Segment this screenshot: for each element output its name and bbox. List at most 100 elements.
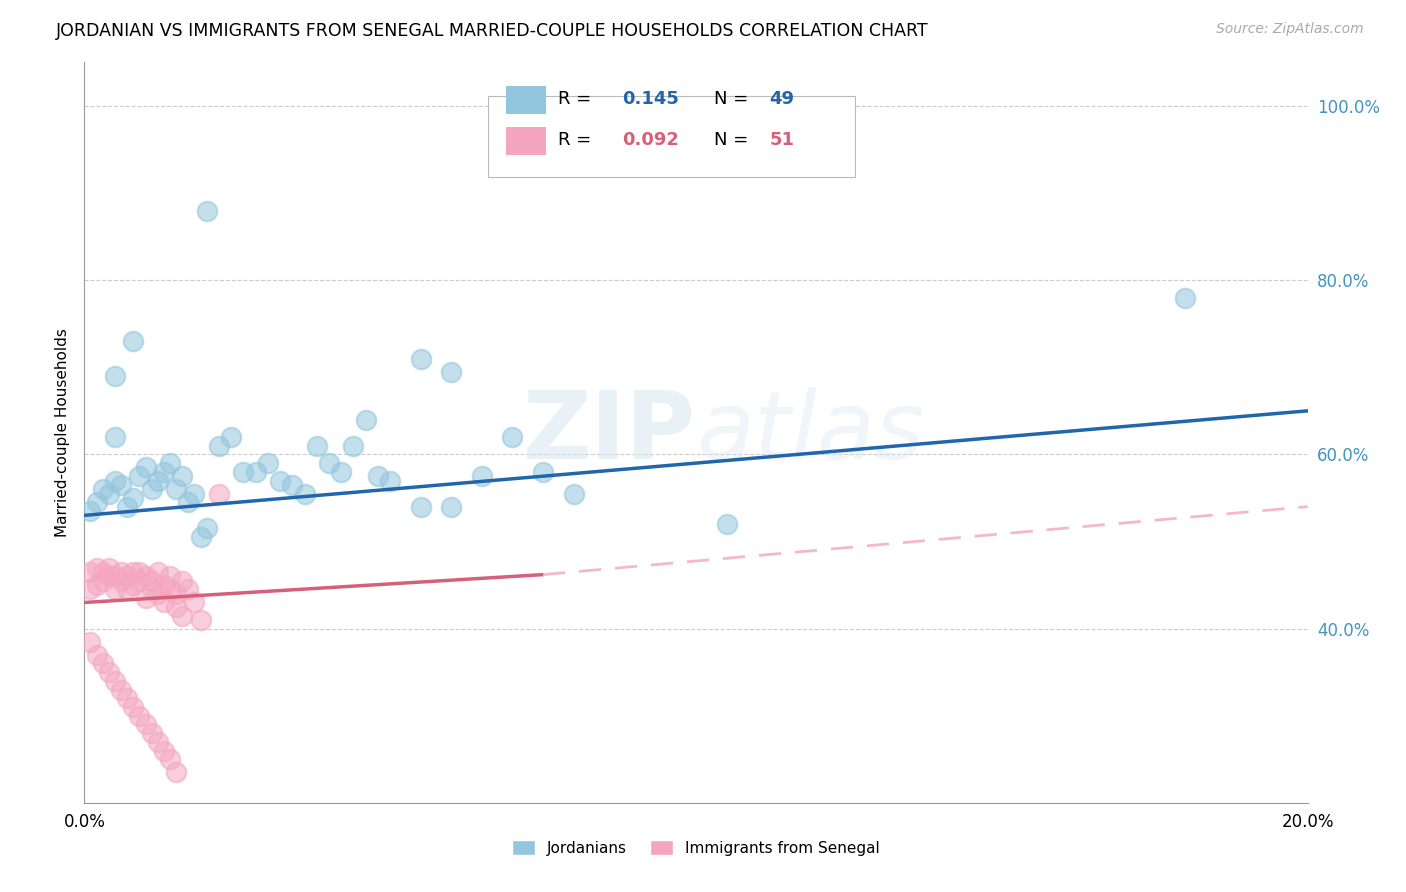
- Point: [135, 460, 157, 475]
- Point: [380, 474, 402, 488]
- Point: [190, 613, 212, 627]
- Point: [153, 595, 176, 609]
- Point: [716, 517, 738, 532]
- Point: [104, 430, 127, 444]
- Point: [128, 469, 150, 483]
- Point: [232, 465, 254, 479]
- Point: [172, 469, 194, 483]
- Point: [257, 456, 280, 470]
- Point: [471, 469, 494, 483]
- Text: Source: ZipAtlas.com: Source: ZipAtlas.com: [1216, 22, 1364, 37]
- Point: [128, 708, 150, 723]
- Point: [146, 587, 169, 601]
- Point: [146, 474, 169, 488]
- Point: [153, 743, 176, 757]
- Point: [97, 486, 120, 500]
- Point: [86, 560, 108, 574]
- Point: [97, 569, 120, 583]
- Point: [128, 574, 150, 588]
- Point: [330, 465, 353, 479]
- Point: [122, 565, 145, 579]
- Point: [135, 717, 157, 731]
- Point: [146, 565, 169, 579]
- Point: [305, 439, 328, 453]
- Point: [159, 752, 181, 766]
- Point: [91, 565, 114, 579]
- Text: R =: R =: [558, 90, 591, 109]
- Text: 0.092: 0.092: [623, 131, 679, 149]
- Point: [91, 482, 114, 496]
- Legend: Jordanians, Immigrants from Senegal: Jordanians, Immigrants from Senegal: [506, 834, 886, 862]
- Y-axis label: Married-couple Households: Married-couple Households: [55, 328, 70, 537]
- Point: [141, 582, 163, 597]
- Point: [531, 465, 554, 479]
- Point: [91, 574, 114, 588]
- Point: [115, 500, 138, 514]
- Point: [110, 565, 132, 579]
- Point: [177, 495, 200, 509]
- Point: [128, 565, 150, 579]
- Text: atlas: atlas: [696, 387, 924, 478]
- Point: [115, 691, 138, 706]
- Point: [110, 574, 132, 588]
- Point: [91, 657, 114, 671]
- Point: [159, 582, 181, 597]
- Point: [153, 465, 176, 479]
- FancyBboxPatch shape: [488, 95, 855, 178]
- Point: [97, 665, 120, 680]
- Point: [97, 560, 120, 574]
- Point: [562, 486, 585, 500]
- Point: [79, 504, 101, 518]
- Point: [354, 412, 377, 426]
- Point: [409, 500, 432, 514]
- Point: [146, 735, 169, 749]
- Point: [104, 582, 127, 597]
- Point: [183, 486, 205, 500]
- Point: [208, 486, 231, 500]
- Point: [159, 456, 181, 470]
- Text: ZIP: ZIP: [523, 386, 696, 479]
- Point: [367, 469, 389, 483]
- Point: [122, 578, 145, 592]
- Point: [86, 578, 108, 592]
- Text: 49: 49: [769, 90, 794, 109]
- Point: [122, 491, 145, 505]
- Point: [409, 351, 432, 366]
- Point: [104, 673, 127, 688]
- Bar: [506, 127, 546, 155]
- Point: [165, 482, 187, 496]
- Point: [86, 648, 108, 662]
- Point: [104, 474, 127, 488]
- Point: [110, 478, 132, 492]
- Point: [122, 334, 145, 348]
- Point: [195, 521, 218, 535]
- Point: [177, 582, 200, 597]
- Point: [318, 456, 340, 470]
- Point: [208, 439, 231, 453]
- Point: [122, 700, 145, 714]
- Point: [79, 582, 101, 597]
- Point: [104, 369, 127, 384]
- Point: [141, 726, 163, 740]
- Point: [245, 465, 267, 479]
- Point: [165, 587, 187, 601]
- Point: [342, 439, 364, 453]
- Text: 0.145: 0.145: [623, 90, 679, 109]
- Point: [281, 478, 304, 492]
- Text: N =: N =: [714, 90, 748, 109]
- Text: N =: N =: [714, 131, 748, 149]
- Point: [115, 582, 138, 597]
- Point: [502, 430, 524, 444]
- Point: [183, 595, 205, 609]
- Point: [190, 530, 212, 544]
- Point: [110, 682, 132, 697]
- Point: [153, 578, 176, 592]
- Point: [86, 495, 108, 509]
- Point: [135, 569, 157, 583]
- Point: [141, 574, 163, 588]
- Point: [79, 634, 101, 648]
- Bar: [506, 87, 546, 114]
- Point: [104, 569, 127, 583]
- Point: [135, 591, 157, 606]
- Point: [172, 574, 194, 588]
